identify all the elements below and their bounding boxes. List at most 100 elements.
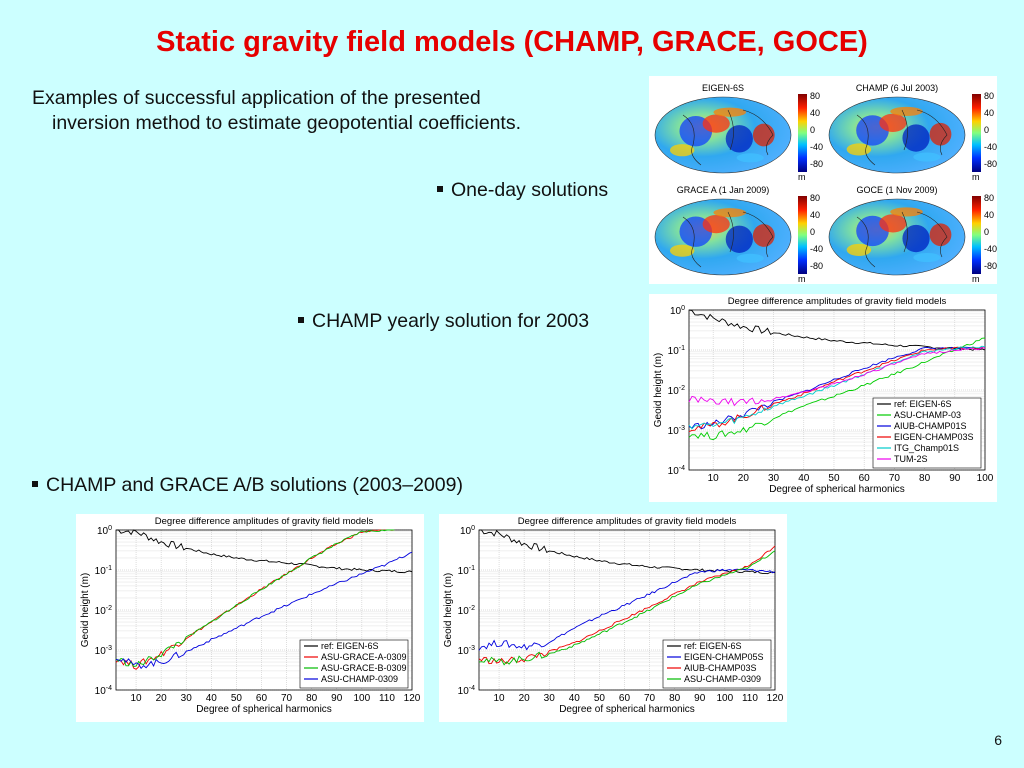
- chart-panel-champ-compare: Degree difference amplitudes of gravity …: [439, 514, 787, 722]
- series-line-1: [478, 529, 776, 575]
- legend-entry: EIGEN-CHAMP05S: [684, 652, 764, 662]
- x-tick-label: 20: [156, 693, 168, 704]
- map-anomaly-pattern: [846, 207, 952, 268]
- x-axis-label: Degree of spherical harmonics: [559, 704, 695, 715]
- colorbar-tick-label: 0: [810, 125, 815, 135]
- bullet-champ-grace-label: CHAMP and GRACE A/B solutions (2003–2009…: [46, 474, 463, 496]
- map-title: CHAMP (6 Jul 2003): [856, 83, 938, 93]
- colorbar-unit: m: [798, 172, 806, 182]
- series-line-4: [688, 346, 986, 433]
- x-tick-label: 90: [331, 693, 343, 704]
- x-tick-label: 60: [859, 473, 871, 484]
- x-tick-label: 40: [206, 693, 218, 704]
- map-title: GOCE (1 Nov 2009): [856, 185, 937, 195]
- bullet-yearly: CHAMP yearly solution for 2003: [298, 310, 589, 333]
- x-tick-label: 110: [379, 693, 395, 704]
- x-tick-label: 100: [716, 693, 733, 704]
- map-colorbar: [798, 196, 807, 274]
- chart-panel-yearly: Degree difference amplitudes of gravity …: [649, 294, 997, 502]
- legend-entry: TUM-2S: [894, 454, 928, 464]
- y-tick-label: 10-3: [458, 645, 475, 657]
- map-anomaly-blob: [890, 106, 923, 116]
- geoid-map-4: GOCE (1 Nov 2009) 80 40 0 -40 -80 m: [828, 185, 997, 284]
- colorbar-tick-label: -40: [810, 244, 823, 254]
- map-anomaly-blob: [752, 224, 775, 247]
- map-anomaly-blob: [902, 224, 930, 253]
- x-tick-label: 70: [644, 693, 656, 704]
- colorbar-tick-label: 0: [984, 227, 989, 237]
- x-tick-label: 80: [306, 693, 318, 704]
- x-tick-label: 10: [494, 693, 506, 704]
- y-tick-label: 10-4: [668, 465, 685, 477]
- x-tick-label: 120: [767, 693, 784, 704]
- map-title: EIGEN-6S: [702, 83, 744, 93]
- map-anomaly-blob: [736, 153, 764, 163]
- y-tick-label: 10-4: [458, 685, 475, 697]
- map-anomaly-blob: [669, 144, 695, 157]
- geoid-map-2: CHAMP (6 Jul 2003) 80 40 0 -40 -80 m: [828, 83, 997, 182]
- map-title: GRACE A (1 Jan 2009): [677, 185, 770, 195]
- y-axis-label: Geoid height (m): [80, 573, 91, 647]
- series-line-2: [478, 568, 776, 651]
- x-tick-label: 30: [544, 693, 556, 704]
- colorbar-tick-label: -80: [810, 159, 823, 169]
- geoid-map-1: EIGEN-6S 80 40 0 -40 -80 m: [654, 83, 823, 182]
- x-tick-label: 80: [669, 693, 681, 704]
- colorbar-tick-label: 80: [984, 91, 994, 101]
- colorbar-unit: m: [798, 274, 806, 284]
- intro-text: Examples of successful application of th…: [32, 86, 632, 136]
- legend-entry: AIUB-CHAMP03S: [684, 663, 757, 673]
- x-axis-label: Degree of spherical harmonics: [196, 704, 332, 715]
- map-anomaly-pattern: [669, 107, 775, 166]
- x-tick-label: 120: [404, 693, 421, 704]
- legend-entry: ref: EIGEN-6S: [894, 399, 952, 409]
- y-axis-label: Geoid height (m): [653, 353, 664, 427]
- series-line-4: [478, 550, 776, 666]
- map-coastline: [682, 114, 702, 166]
- map-anomaly-blob: [752, 123, 775, 147]
- x-tick-label: 50: [828, 473, 840, 484]
- map-anomaly-blob: [702, 214, 730, 234]
- colorbar-tick-label: -40: [984, 244, 997, 254]
- map-anomaly-blob: [736, 253, 764, 263]
- colorbar-tick-label: 80: [810, 91, 820, 101]
- chart-legend: ref: EIGEN-6SASU-GRACE-A-0309ASU-GRACE-B…: [299, 639, 409, 689]
- series-line-4: [115, 551, 413, 670]
- map-anomaly-blob: [713, 208, 747, 218]
- legend-entry: ASU-CHAMP-03: [894, 410, 961, 420]
- map-coastline: [901, 211, 908, 253]
- legend-entry: ASU-CHAMP-0309: [684, 674, 761, 684]
- colorbar-tick-label: 80: [810, 193, 820, 203]
- map-coastline: [742, 109, 774, 156]
- map-coastline: [742, 211, 774, 258]
- map-coastline: [901, 109, 908, 151]
- x-tick-label: 90: [949, 473, 961, 484]
- geoid-map-3: GRACE A (1 Jan 2009) 80 40 0 -40 -80 m: [654, 185, 823, 284]
- chart-legend: ref: EIGEN-6SASU-CHAMP-03AIUB-CHAMP01SEI…: [872, 397, 982, 469]
- x-tick-label: 70: [281, 693, 293, 704]
- series-line-3: [115, 529, 395, 667]
- map-anomaly-pattern: [669, 208, 775, 268]
- map-anomaly-blob: [929, 223, 952, 247]
- x-tick-label: 80: [919, 473, 931, 484]
- intro-line-2: inversion method to estimate geopotentia…: [52, 112, 521, 134]
- map-coastline: [856, 114, 876, 166]
- map-colorbar: [798, 94, 807, 172]
- x-tick-label: 60: [256, 693, 268, 704]
- series-line-2: [688, 337, 986, 441]
- colorbar-unit: m: [972, 172, 980, 182]
- chart-panel-grace: Degree difference amplitudes of gravity …: [76, 514, 424, 722]
- colorbar-tick-label: 0: [984, 125, 989, 135]
- colorbar-tick-label: -40: [810, 142, 823, 152]
- legend-entry: ASU-GRACE-A-0309: [321, 652, 407, 662]
- y-tick-label: 100: [97, 525, 112, 537]
- map-coastline: [856, 216, 876, 268]
- y-tick-label: 10-3: [95, 645, 112, 657]
- map-anomaly-blob: [846, 143, 872, 156]
- series-line-6: [688, 347, 986, 407]
- legend-entry: ref: EIGEN-6S: [684, 641, 742, 651]
- y-tick-label: 10-2: [458, 605, 475, 617]
- bullet-square-icon: [437, 185, 443, 192]
- map-anomaly-blob: [725, 125, 753, 153]
- intro-line-1: Examples of successful application of th…: [32, 87, 481, 109]
